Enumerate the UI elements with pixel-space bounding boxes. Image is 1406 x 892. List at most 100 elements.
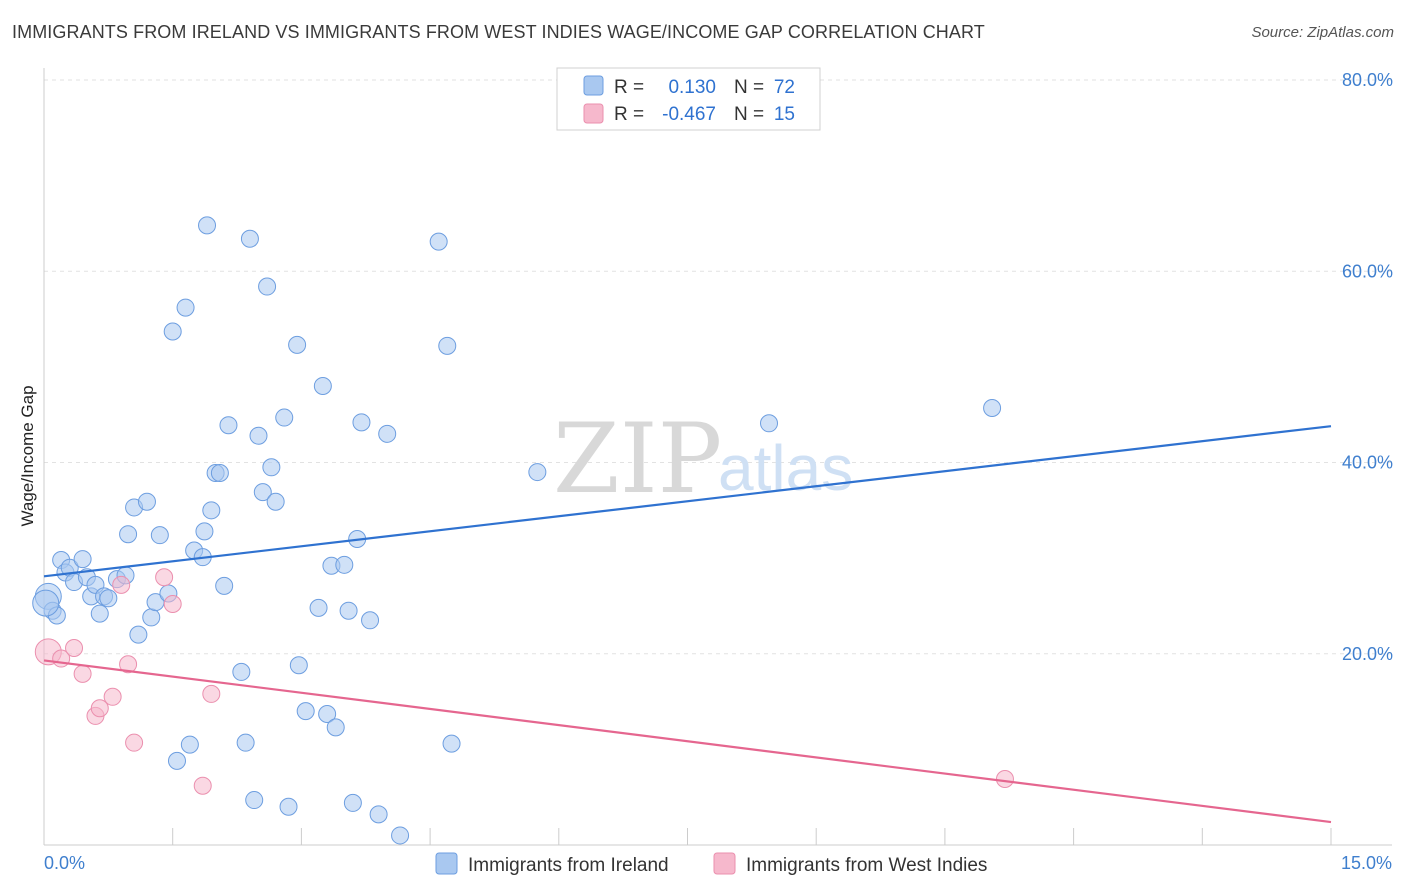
west-indies-series-label: Immigrants from West Indies — [746, 855, 987, 876]
west-indies-point — [155, 568, 174, 587]
ireland-point — [326, 718, 345, 737]
ireland-point — [352, 413, 371, 432]
ireland-point — [361, 611, 380, 630]
y-tick-label: 20.0% — [1342, 644, 1393, 664]
ireland-point — [528, 463, 547, 482]
west-indies-r-label: R = — [614, 104, 644, 125]
west-indies-point — [73, 664, 92, 683]
ireland-point — [262, 458, 281, 477]
ireland-point — [176, 298, 195, 317]
y-tick-label: 80.0% — [1342, 70, 1393, 90]
west-indies-point — [163, 595, 182, 614]
y-tick-labels: 20.0% 40.0% 60.0% 80.0% — [1342, 70, 1393, 664]
ireland-point — [289, 656, 308, 675]
ireland-point — [119, 525, 138, 544]
ireland-series-label: Immigrants from Ireland — [468, 855, 669, 876]
ireland-n-value: 72 — [774, 77, 795, 98]
west-indies-n-label: N = — [734, 104, 764, 125]
x-tick-label-max: 15.0% — [1341, 853, 1392, 873]
ireland-point — [438, 336, 457, 355]
watermark-atlas: atlas — [718, 432, 853, 504]
ireland-point — [142, 608, 161, 627]
ireland-point — [378, 424, 397, 443]
grid — [44, 79, 1392, 655]
ireland-point — [391, 826, 410, 845]
ireland-point — [429, 232, 448, 251]
ireland-point — [335, 555, 354, 574]
correlation-legend: R = 0.130 N = 72 R = -0.467 N = 15 — [556, 67, 821, 131]
ireland-series-swatch — [435, 852, 458, 875]
ireland-point — [266, 492, 285, 511]
y-tick-label: 40.0% — [1342, 453, 1393, 473]
chart-title: IMMIGRANTS FROM IRELAND VS IMMIGRANTS FR… — [12, 22, 985, 42]
west-indies-point — [202, 684, 221, 703]
ireland-point — [215, 576, 234, 595]
ireland-point — [32, 589, 60, 617]
ireland-point — [236, 733, 255, 752]
ireland-point — [275, 408, 294, 427]
west-indies-point — [125, 733, 144, 752]
source-label: Source: ZipAtlas.com — [1251, 24, 1394, 41]
ireland-legend-swatch — [583, 75, 604, 96]
ireland-point — [296, 702, 315, 721]
west-indies-point — [90, 699, 109, 718]
ireland-point — [318, 704, 337, 723]
ireland-point — [99, 589, 118, 608]
ireland-point — [150, 526, 169, 545]
ireland-point — [210, 464, 229, 483]
west-indies-legend-swatch — [583, 103, 604, 124]
ireland-n-label: N = — [734, 77, 764, 98]
ireland-trend-line — [43, 425, 1332, 578]
west-indies-point — [103, 687, 122, 706]
watermark-zip: ZIP — [553, 403, 722, 515]
west-indies-trend-line — [43, 659, 1332, 824]
series-legend: Immigrants from Ireland Immigrants from … — [435, 852, 987, 876]
ireland-point — [258, 277, 277, 296]
ireland-point — [240, 229, 259, 248]
watermark: ZIP atlas — [553, 403, 853, 515]
ireland-point — [309, 598, 328, 617]
ireland-point — [195, 522, 214, 541]
ireland-point — [279, 797, 298, 816]
ireland-point — [73, 550, 92, 569]
axes — [43, 68, 1392, 846]
ireland-point — [202, 501, 221, 520]
ireland-r-label: R = — [614, 77, 644, 98]
west-indies-point — [995, 770, 1014, 789]
ireland-point — [137, 492, 156, 511]
ireland-point — [245, 791, 264, 810]
ireland-point — [163, 322, 182, 341]
ireland-point — [180, 735, 199, 754]
ireland-point — [442, 734, 461, 753]
ireland-point — [983, 398, 1002, 417]
y-tick-label: 60.0% — [1342, 261, 1393, 281]
ireland-point — [232, 662, 251, 681]
west-indies-point — [193, 776, 212, 795]
ireland-point — [369, 805, 388, 824]
ireland-point — [198, 216, 217, 235]
west-indies-r-value: -0.467 — [662, 104, 716, 125]
west-indies-points — [34, 568, 1014, 795]
ireland-point — [249, 426, 268, 445]
ireland-point — [313, 377, 332, 395]
west-indies-point — [112, 575, 131, 594]
ireland-point — [343, 793, 362, 812]
ireland-points — [32, 216, 1002, 845]
west-indies-n-value: 15 — [774, 104, 795, 125]
ireland-point — [760, 414, 779, 433]
ireland-point — [339, 601, 358, 620]
x-tick-label-min: 0.0% — [44, 853, 85, 873]
ireland-point — [129, 625, 148, 644]
ireland-point — [253, 483, 272, 502]
ireland-r-value: 0.130 — [668, 77, 716, 98]
ireland-point — [288, 335, 307, 354]
ireland-point — [90, 604, 109, 623]
west-indies-point — [119, 655, 138, 674]
west-indies-point — [65, 639, 84, 658]
west-indies-series-swatch — [713, 852, 736, 875]
ireland-point — [219, 416, 238, 435]
x-ticks — [172, 828, 1332, 845]
ireland-point — [167, 751, 186, 770]
y-axis-label: Wage/Income Gap — [18, 385, 37, 526]
